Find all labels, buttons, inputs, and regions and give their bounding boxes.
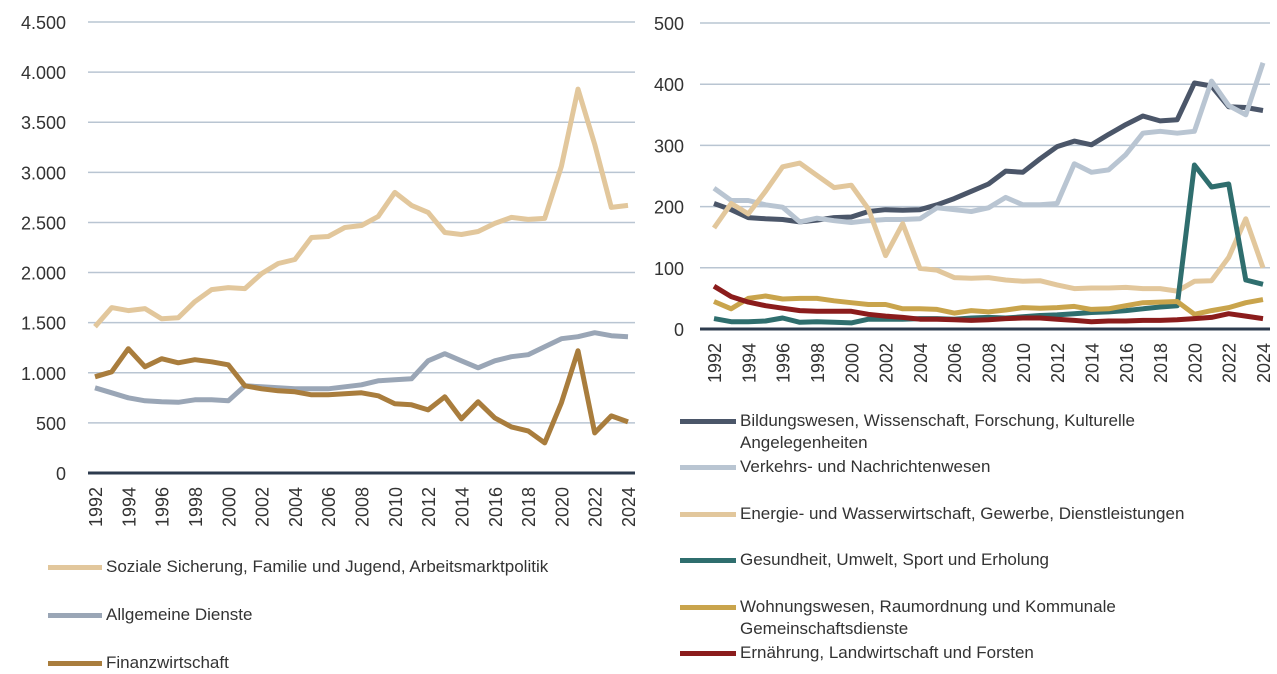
- y-tick-label: 0: [674, 320, 684, 340]
- y-tick-label: 4.000: [21, 63, 66, 83]
- y-tick-label: 3.000: [21, 163, 66, 183]
- legend-item: Wohnungswesen, Raumordnung und Kommunale…: [680, 596, 1210, 640]
- x-tick-label: 2010: [1014, 343, 1034, 383]
- series-line: [94, 330, 629, 405]
- legend-label: Gesundheit, Umwelt, Sport und Erholung: [740, 550, 1050, 569]
- legend-label: Bildungswesen, Wissenschaft, Forschung, …: [740, 411, 1135, 452]
- x-tick-label: 1996: [153, 487, 173, 527]
- x-tick-label: 2014: [1082, 343, 1102, 383]
- legend-label: Energie- und Wasserwirtschaft, Gewerbe, …: [740, 504, 1185, 523]
- legend-item: Ernährung, Landwirtschaft und Forsten: [680, 642, 1210, 664]
- y-tick-label: 300: [654, 136, 684, 156]
- x-tick-label: 2004: [911, 343, 931, 383]
- legend-item: Gesundheit, Umwelt, Sport und Erholung: [680, 549, 1210, 571]
- series-line: [93, 86, 629, 329]
- x-tick-label: 2010: [386, 487, 406, 527]
- y-tick-label: 2.000: [21, 264, 66, 284]
- legend-item: Finanzwirtschaft: [48, 652, 666, 674]
- x-tick-label: 2006: [945, 343, 965, 383]
- legend-item: Bildungswesen, Wissenschaft, Forschung, …: [680, 410, 1210, 454]
- legend-item: Allgemeine Dienste: [48, 604, 666, 626]
- x-tick-label: 1994: [739, 343, 759, 383]
- x-tick-label: 2012: [419, 487, 439, 527]
- y-tick-label: 1.000: [21, 364, 66, 384]
- y-tick-label: 1.500: [21, 314, 66, 334]
- x-tick-label: 2016: [1117, 343, 1137, 383]
- x-tick-label: 1996: [774, 343, 794, 383]
- legend-item: Energie- und Wasserwirtschaft, Gewerbe, …: [680, 503, 1210, 525]
- y-tick-label: 100: [654, 259, 684, 279]
- legend-label: Soziale Sicherung, Familie und Jugend, A…: [106, 557, 549, 576]
- legend-swatch: [680, 605, 736, 610]
- x-tick-label: 2020: [552, 487, 572, 527]
- x-tick-label: 1992: [705, 343, 725, 383]
- legend-label: Allgemeine Dienste: [106, 605, 253, 624]
- x-tick-label: 2012: [1048, 343, 1068, 383]
- legend-item: Verkehrs- und Nachrichtenwesen: [680, 456, 1210, 478]
- legend-label: Finanzwirtschaft: [106, 653, 229, 672]
- y-tick-label: 400: [654, 75, 684, 95]
- x-tick-label: 2004: [286, 487, 306, 527]
- x-tick-label: 2006: [319, 487, 339, 527]
- x-tick-label: 2002: [253, 487, 273, 527]
- x-tick-label: 2000: [842, 343, 862, 383]
- x-tick-label: 2024: [619, 487, 639, 527]
- x-tick-label: 2018: [519, 487, 539, 527]
- x-tick-label: 1998: [186, 487, 206, 527]
- x-tick-label: 2002: [877, 343, 897, 383]
- legend-item: Soziale Sicherung, Familie und Jugend, A…: [48, 556, 666, 578]
- series-line: [94, 346, 629, 446]
- legend-label: Verkehrs- und Nachrichtenwesen: [740, 457, 991, 476]
- legend-label: Ernährung, Landwirtschaft und Forsten: [740, 643, 1034, 662]
- x-tick-label: 1998: [808, 343, 828, 383]
- y-tick-label: 200: [654, 198, 684, 218]
- legend-swatch: [680, 465, 736, 470]
- legend-swatch: [48, 661, 102, 666]
- y-tick-label: 500: [654, 14, 684, 34]
- legend-swatch: [680, 512, 736, 517]
- series-line: [713, 80, 1264, 225]
- x-tick-label: 1992: [86, 487, 106, 527]
- x-tick-label: 2000: [219, 487, 239, 527]
- x-tick-label: 2024: [1254, 343, 1274, 383]
- x-tick-label: 2014: [452, 487, 472, 527]
- y-tick-label: 0: [56, 464, 66, 484]
- legend-swatch: [48, 613, 102, 618]
- x-tick-label: 1994: [119, 487, 139, 527]
- x-tick-label: 2008: [353, 487, 373, 527]
- y-tick-label: 500: [36, 414, 66, 434]
- series-line: [713, 293, 1264, 317]
- legend-swatch: [680, 419, 736, 424]
- legend-swatch: [48, 565, 102, 570]
- x-tick-label: 2018: [1151, 343, 1171, 383]
- x-tick-label: 2008: [980, 343, 1000, 383]
- y-tick-label: 2.500: [21, 213, 66, 233]
- x-tick-label: 2016: [486, 487, 506, 527]
- x-tick-label: 2020: [1185, 343, 1205, 383]
- x-tick-label: 2022: [1220, 343, 1240, 383]
- legend-swatch: [680, 558, 736, 563]
- x-tick-label: 2022: [586, 487, 606, 527]
- legend-label: Wohnungswesen, Raumordnung und Kommunale…: [740, 597, 1116, 638]
- series-line: [712, 284, 1264, 325]
- series-line: [711, 160, 1266, 294]
- legend-swatch: [680, 651, 736, 656]
- y-tick-label: 3.500: [21, 113, 66, 133]
- series-line: [712, 62, 1266, 225]
- y-tick-label: 4.500: [21, 13, 66, 33]
